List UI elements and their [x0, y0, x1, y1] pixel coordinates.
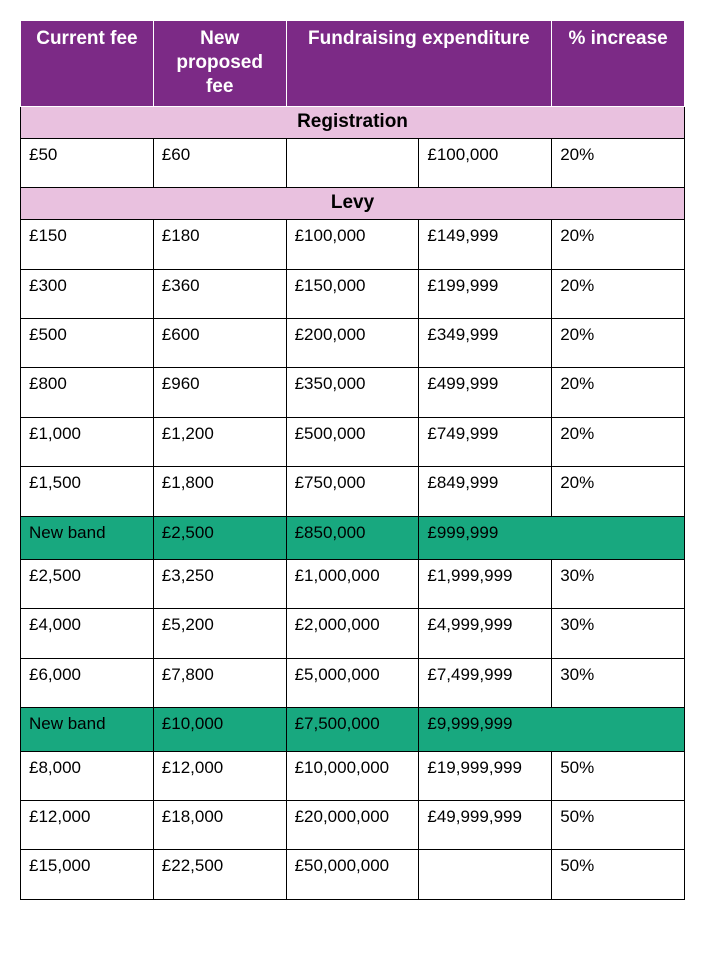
col-percent-increase: % increase — [552, 21, 685, 107]
cell-new-proposed-fee: £22,500 — [153, 850, 286, 899]
cell-fundraising-low: £50,000,000 — [286, 850, 419, 899]
cell-percent-increase: 50% — [552, 751, 685, 800]
table-row: £12,000£18,000£20,000,000£49,999,99950% — [21, 800, 685, 849]
table-row: £1,500£1,800£750,000£849,99920% — [21, 467, 685, 516]
cell-fundraising-low — [286, 139, 419, 188]
cell-current-fee: £6,000 — [21, 658, 154, 707]
col-fundraising-expenditure: Fundraising expenditure — [286, 21, 552, 107]
cell-percent-increase: 20% — [552, 220, 685, 269]
cell-fundraising-high: £1,999,999 — [419, 559, 552, 608]
cell-percent-increase: 20% — [552, 139, 685, 188]
cell-current-fee: £2,500 — [21, 559, 154, 608]
cell-percent-increase: 20% — [552, 417, 685, 466]
cell-new-proposed-fee: £1,800 — [153, 467, 286, 516]
cell-fundraising-low: £7,500,000 — [286, 708, 419, 751]
table-row: £6,000£7,800£5,000,000£7,499,99930% — [21, 658, 685, 707]
cell-fundraising-high: £349,999 — [419, 319, 552, 368]
cell-new-proposed-fee: £960 — [153, 368, 286, 417]
cell-fundraising-high: £100,000 — [419, 139, 552, 188]
cell-percent-increase: 30% — [552, 609, 685, 658]
table-row: New band£2,500£850,000£999,999 — [21, 516, 685, 559]
col-current-fee: Current fee — [21, 21, 154, 107]
table-row: £2,500£3,250£1,000,000£1,999,99930% — [21, 559, 685, 608]
cell-current-fee: New band — [21, 516, 154, 559]
cell-current-fee: £150 — [21, 220, 154, 269]
table-row: £4,000£5,200£2,000,000£4,999,99930% — [21, 609, 685, 658]
cell-fundraising-high: £4,999,999 — [419, 609, 552, 658]
cell-percent-increase: 20% — [552, 368, 685, 417]
cell-percent-increase: 30% — [552, 559, 685, 608]
table-row: £500£600£200,000£349,99920% — [21, 319, 685, 368]
cell-current-fee: £50 — [21, 139, 154, 188]
cell-new-proposed-fee: £3,250 — [153, 559, 286, 608]
cell-fundraising-high: £49,999,999 — [419, 800, 552, 849]
table-row: £300£360£150,000£199,99920% — [21, 269, 685, 318]
cell-fundraising-low: £750,000 — [286, 467, 419, 516]
section-label: Levy — [21, 188, 685, 220]
cell-new-proposed-fee: £5,200 — [153, 609, 286, 658]
cell-new-proposed-fee: £180 — [153, 220, 286, 269]
cell-percent-increase: 20% — [552, 319, 685, 368]
cell-current-fee: £800 — [21, 368, 154, 417]
cell-fundraising-high: £19,999,999 — [419, 751, 552, 800]
cell-fundraising-low: £350,000 — [286, 368, 419, 417]
cell-fundraising-low: £5,000,000 — [286, 658, 419, 707]
cell-new-proposed-fee: £1,200 — [153, 417, 286, 466]
cell-fundraising-low: £150,000 — [286, 269, 419, 318]
cell-fundraising-low: £1,000,000 — [286, 559, 419, 608]
cell-percent-increase: 20% — [552, 269, 685, 318]
cell-fundraising-low: £20,000,000 — [286, 800, 419, 849]
cell-fundraising-high: £999,999 — [419, 516, 685, 559]
table-row: £50£60 £100,00020% — [21, 139, 685, 188]
cell-new-proposed-fee: £60 — [153, 139, 286, 188]
cell-fundraising-low: £500,000 — [286, 417, 419, 466]
cell-fundraising-high: £749,999 — [419, 417, 552, 466]
col-new-proposed-fee: New proposed fee — [153, 21, 286, 107]
cell-new-proposed-fee: £18,000 — [153, 800, 286, 849]
cell-fundraising-low: £850,000 — [286, 516, 419, 559]
cell-fundraising-low: £100,000 — [286, 220, 419, 269]
cell-fundraising-high: £149,999 — [419, 220, 552, 269]
table-row: £1,000£1,200£500,000£749,99920% — [21, 417, 685, 466]
cell-current-fee: £12,000 — [21, 800, 154, 849]
cell-new-proposed-fee: £600 — [153, 319, 286, 368]
cell-fundraising-low: £200,000 — [286, 319, 419, 368]
cell-current-fee: £500 — [21, 319, 154, 368]
table-row: £800£960£350,000£499,99920% — [21, 368, 685, 417]
table-body: Registration£50£60£100,00020%Levy£150£18… — [21, 107, 685, 899]
cell-new-proposed-fee: £360 — [153, 269, 286, 318]
cell-fundraising-high: £849,999 — [419, 467, 552, 516]
table-row: Registration — [21, 107, 685, 139]
fee-table: Current fee New proposed fee Fundraising… — [20, 20, 685, 900]
cell-current-fee: £4,000 — [21, 609, 154, 658]
cell-percent-increase: 50% — [552, 850, 685, 899]
cell-current-fee: New band — [21, 708, 154, 751]
cell-fundraising-high: £499,999 — [419, 368, 552, 417]
cell-fundraising-high — [419, 850, 552, 899]
table-row: New band£10,000£7,500,000£9,999,999 — [21, 708, 685, 751]
table-row: £15,000£22,500£50,000,000 50% — [21, 850, 685, 899]
cell-current-fee: £1,500 — [21, 467, 154, 516]
cell-new-proposed-fee: £2,500 — [153, 516, 286, 559]
cell-new-proposed-fee: £10,000 — [153, 708, 286, 751]
cell-current-fee: £8,000 — [21, 751, 154, 800]
table-row: £8,000£12,000£10,000,000£19,999,99950% — [21, 751, 685, 800]
section-label: Registration — [21, 107, 685, 139]
cell-fundraising-low: £2,000,000 — [286, 609, 419, 658]
cell-new-proposed-fee: £12,000 — [153, 751, 286, 800]
table-row: £150£180£100,000£149,99920% — [21, 220, 685, 269]
cell-current-fee: £300 — [21, 269, 154, 318]
table-row: Levy — [21, 188, 685, 220]
cell-fundraising-high: £7,499,999 — [419, 658, 552, 707]
cell-new-proposed-fee: £7,800 — [153, 658, 286, 707]
cell-fundraising-high: £199,999 — [419, 269, 552, 318]
cell-fundraising-high: £9,999,999 — [419, 708, 685, 751]
cell-current-fee: £15,000 — [21, 850, 154, 899]
cell-percent-increase: 50% — [552, 800, 685, 849]
table-header: Current fee New proposed fee Fundraising… — [21, 21, 685, 107]
cell-current-fee: £1,000 — [21, 417, 154, 466]
cell-percent-increase: 20% — [552, 467, 685, 516]
cell-fundraising-low: £10,000,000 — [286, 751, 419, 800]
cell-percent-increase: 30% — [552, 658, 685, 707]
